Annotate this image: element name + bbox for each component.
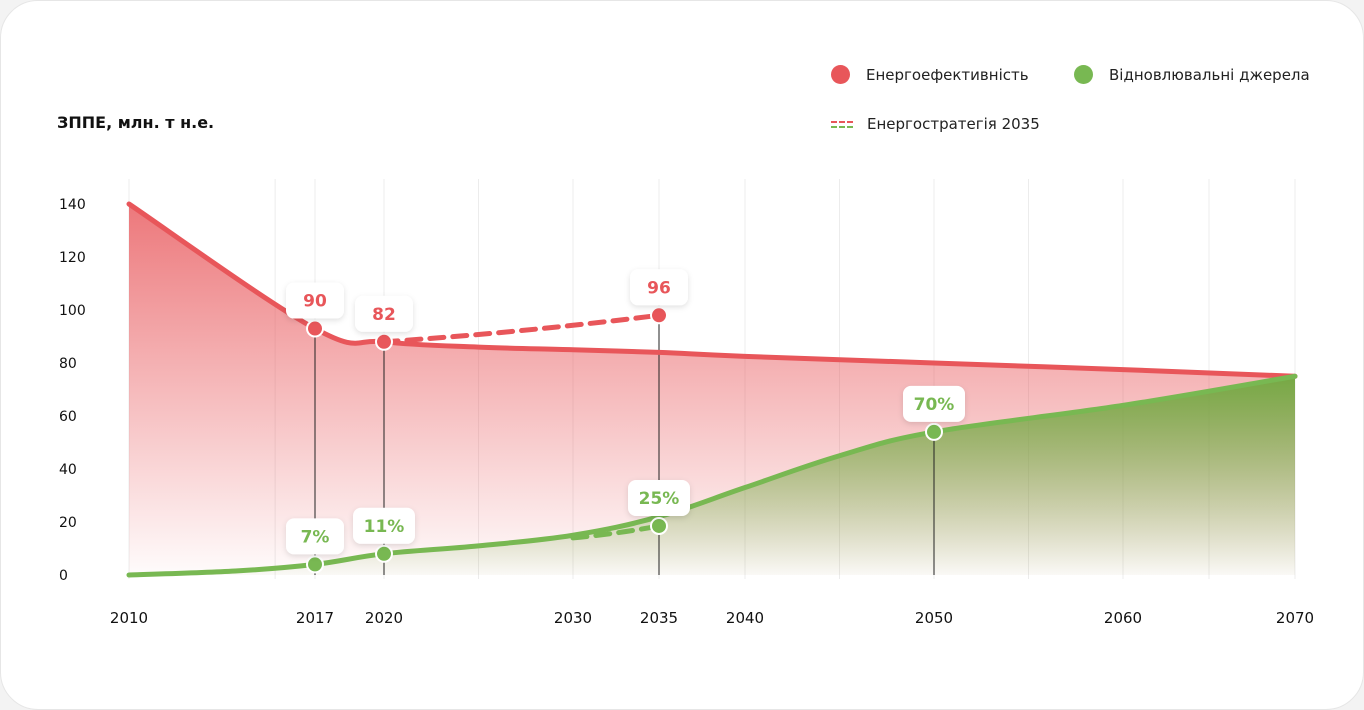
x-tick-label: 2070	[1276, 609, 1314, 627]
y-tick-label: 20	[59, 515, 77, 531]
data-point-marker	[306, 319, 324, 338]
x-tick-label: 2060	[1104, 609, 1142, 627]
y-tick-label: 100	[59, 303, 86, 319]
x-tick-label: 2020	[365, 609, 403, 627]
data-label: 11%	[364, 517, 405, 537]
data-label: 82	[372, 305, 396, 325]
y-tick-label: 0	[59, 568, 68, 584]
data-point-marker	[925, 422, 943, 441]
x-tick-label: 2010	[110, 609, 148, 627]
renewables-area	[129, 376, 1295, 575]
data-point-marker	[650, 516, 668, 535]
data-label: 25%	[639, 489, 680, 509]
data-label-box	[903, 385, 965, 422]
data-label: 96	[647, 278, 671, 298]
legend-item-strategy-2035[interactable]: Енергостратегія 2035	[831, 115, 1040, 133]
data-point-marker	[375, 332, 393, 351]
legend-item-renewables[interactable]: Відновлювальні джерела	[1074, 65, 1310, 84]
data-point-marker	[375, 544, 393, 563]
data-label-box	[353, 507, 415, 544]
energy-efficiency-line	[126, 201, 1298, 379]
legend-red-dot	[831, 65, 850, 84]
x-tick-label: 2030	[554, 609, 592, 627]
data-label-box	[355, 295, 413, 332]
strategy-energy-efficiency-line	[381, 312, 662, 345]
data-label-box	[286, 518, 344, 555]
legend-dashed-lines-icon	[831, 118, 853, 131]
x-tick-label: 2035	[640, 609, 678, 627]
data-point-marker	[650, 306, 668, 325]
legend-label-renewables: Відновлювальні джерела	[1109, 65, 1310, 84]
x-tick-label: 2017	[296, 609, 334, 627]
y-axis-title: ЗППЕ, млн. т н.е.	[57, 113, 215, 132]
y-tick-label: 60	[59, 409, 77, 425]
legend-item-energy-efficiency[interactable]: Енергоефективність	[831, 65, 1029, 84]
y-tick-label: 40	[59, 462, 77, 478]
data-label-box	[286, 282, 344, 319]
y-tick-label: 120	[59, 250, 86, 266]
y-tick-label: 80	[59, 356, 77, 372]
x-tick-label: 2040	[726, 609, 764, 627]
data-label-box	[628, 479, 690, 516]
data-label: 90	[303, 292, 327, 312]
data-label: 70%	[914, 395, 955, 415]
legend-label-energy-efficiency: Енергоефективність	[866, 65, 1029, 84]
data-point-marker	[306, 555, 324, 574]
legend-label-strategy-2035: Енергостратегія 2035	[867, 115, 1040, 133]
y-tick-label: 140	[59, 197, 86, 213]
data-label: 7%	[301, 527, 330, 547]
x-tick-label: 2050	[915, 609, 953, 627]
legend-green-dot	[1074, 65, 1093, 84]
data-label-box	[630, 269, 688, 306]
